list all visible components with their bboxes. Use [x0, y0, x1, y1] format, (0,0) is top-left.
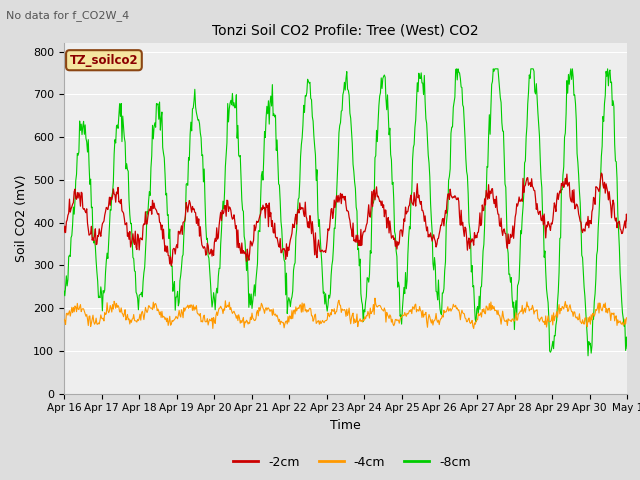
Legend: -2cm, -4cm, -8cm: -2cm, -4cm, -8cm — [228, 451, 476, 474]
Title: Tonzi Soil CO2 Profile: Tree (West) CO2: Tonzi Soil CO2 Profile: Tree (West) CO2 — [212, 24, 479, 38]
Text: TZ_soilco2: TZ_soilco2 — [70, 54, 138, 67]
Y-axis label: Soil CO2 (mV): Soil CO2 (mV) — [15, 175, 28, 262]
Text: No data for f_CO2W_4: No data for f_CO2W_4 — [6, 10, 130, 21]
X-axis label: Time: Time — [330, 419, 361, 432]
